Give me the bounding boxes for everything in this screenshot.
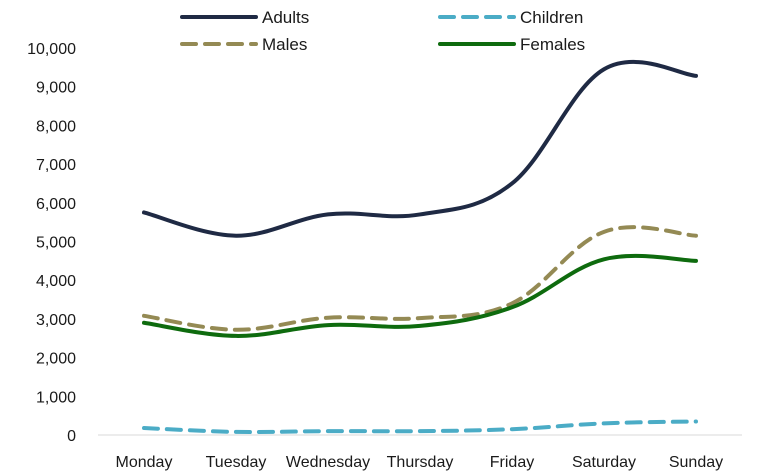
x-axis: Monday Tuesday Wednesday Thursday Friday Satu… [116,454,724,471]
y-tick-label: 9,000 [36,80,76,97]
series-line-adults [142,59,698,238]
y-tick-label: 8,000 [36,118,76,135]
legend-label-females: Females [520,35,585,54]
y-tick-label: 4,000 [36,273,76,290]
x-tick-label: Saturday [572,454,636,471]
series-line-children [142,419,698,435]
y-tick-label: 2,000 [36,351,76,368]
x-tick-label: Thursday [387,454,454,471]
x-tick-label: Monday [116,454,173,471]
x-tick-label: Tuesday [206,454,267,471]
chart-legend: Adults Children Males Females [180,8,585,54]
series-line-females [142,253,698,338]
legend-label-children: Children [520,8,583,27]
x-tick-label: Sunday [669,454,723,471]
y-tick-label: 5,000 [36,235,76,252]
legend-label-males: Males [262,35,307,54]
y-tick-label: 1,000 [36,389,76,406]
y-tick-label: 6,000 [36,196,76,213]
series-layer [142,59,698,435]
y-tick-label: 3,000 [36,312,76,329]
x-tick-label: Friday [490,454,534,471]
y-tick-label: 10,000 [27,41,76,58]
y-axis: 0 1,000 2,000 3,000 4,000 5,000 6,000 7,000 8,00… [27,41,76,445]
y-tick-label: 0 [67,428,76,445]
legend-label-adults: Adults [262,8,309,27]
series-line-males [142,225,698,332]
y-tick-label: 7,000 [36,157,76,174]
x-tick-label: Wednesday [286,454,370,471]
